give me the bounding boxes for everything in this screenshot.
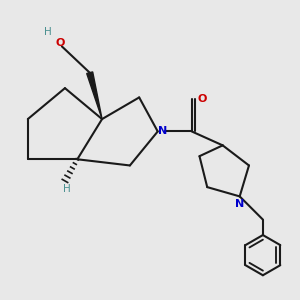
Text: N: N [158, 126, 167, 136]
Text: O: O [198, 94, 207, 104]
Text: H: H [63, 184, 70, 194]
Text: N: N [235, 199, 244, 209]
Text: O: O [56, 38, 65, 48]
Polygon shape [87, 72, 102, 119]
Text: H: H [44, 28, 52, 38]
